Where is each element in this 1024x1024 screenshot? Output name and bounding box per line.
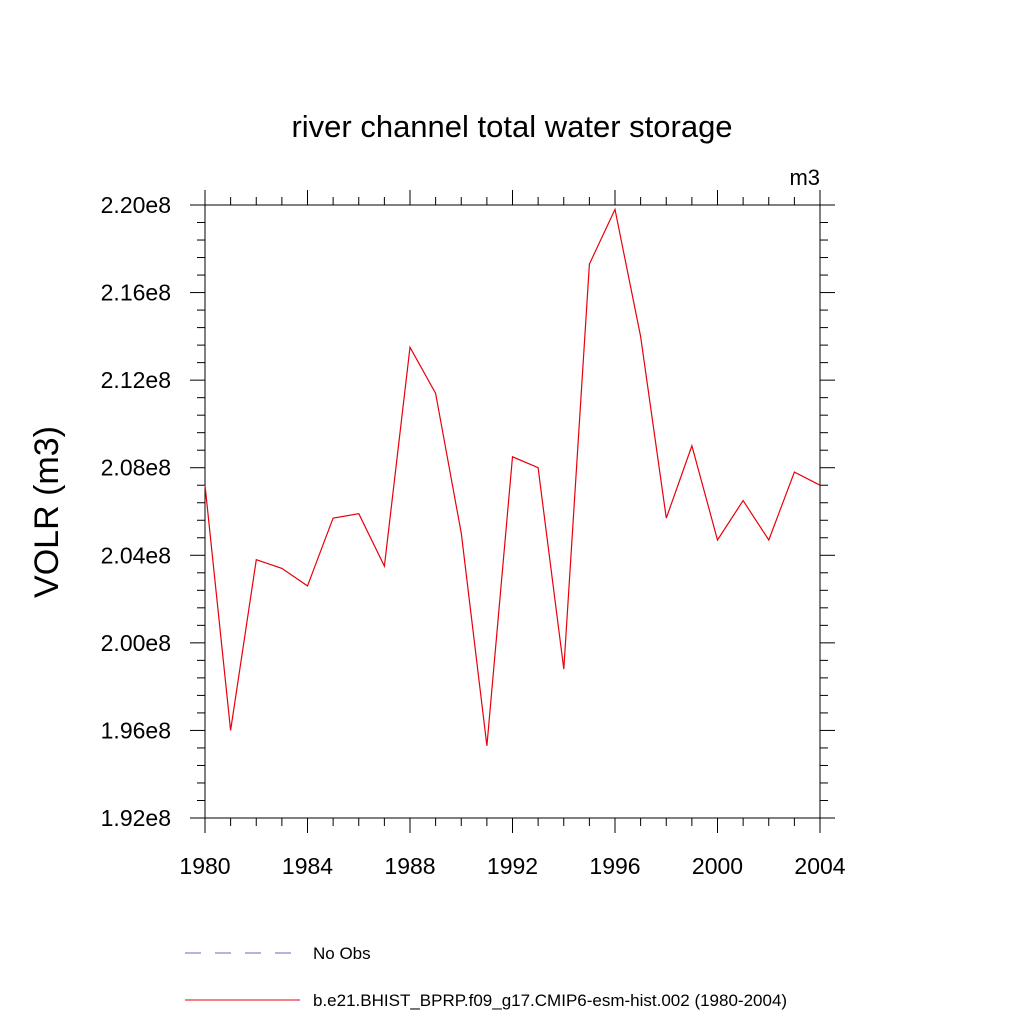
x-tick-label: 1980 [179,853,230,879]
axis-ticks [190,190,835,833]
legend-label-no-obs: No Obs [313,944,371,963]
y-tick-label: 2.12e8 [101,367,171,393]
y-tick-label: 2.00e8 [101,630,171,656]
x-tick-label: 1984 [282,853,333,879]
chart-title: river channel total water storage [291,109,732,144]
series-layer [204,207,821,746]
y-tick-label: 2.08e8 [101,455,171,481]
y-tick-label: 2.04e8 [101,542,171,568]
series-line [204,207,821,746]
x-tick-label: 1988 [384,853,435,879]
y-tick-label: 1.96e8 [101,717,171,743]
y-tick-label: 1.92e8 [101,805,171,831]
units-label: m3 [789,165,820,190]
y-axis-label: VOLR (m3) [28,426,66,598]
plot-frame [204,204,821,819]
x-tick-label: 1992 [487,853,538,879]
y-tick-label: 2.20e8 [101,192,171,218]
legend-label-model: b.e21.BHIST_BPRP.f09_g17.CMIP6-esm-hist.… [313,991,787,1010]
y-tick-labels: 1.92e8 1.96e8 2.00e8 2.04e8 2.08e8 2.12e8 2.16… [101,192,171,831]
x-tick-label: 2000 [692,853,743,879]
x-tick-labels: 1980 1984 1988 1992 1996 2000 2004 [179,853,845,879]
x-tick-label: 2004 [794,853,845,879]
y-tick-label: 2.16e8 [101,280,171,306]
x-tick-label: 1996 [589,853,640,879]
legend: No Obs b.e21.BHIST_BPRP.f09_g17.CMIP6-es… [185,944,787,1010]
